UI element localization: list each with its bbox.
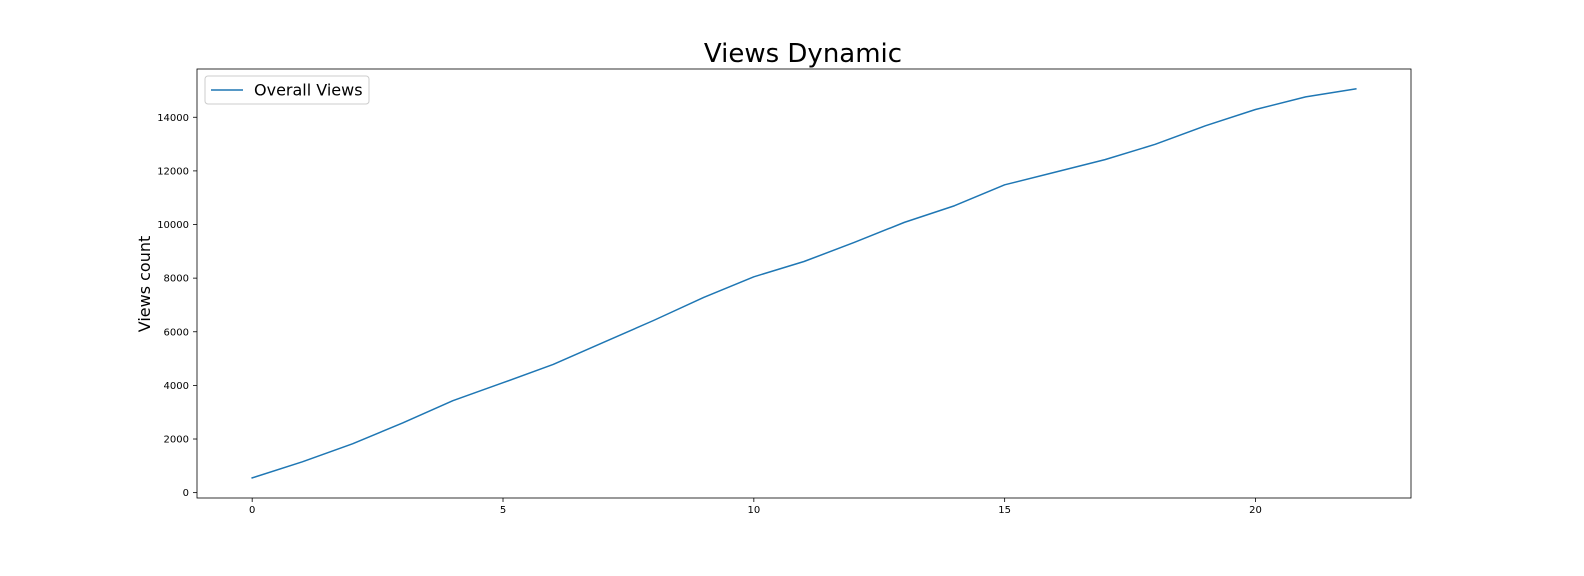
y-tick-label: 14000 <box>157 113 189 124</box>
legend-label: Overall Views <box>254 81 363 100</box>
y-tick-label: 6000 <box>164 327 189 338</box>
x-tick-label: 5 <box>500 505 506 516</box>
plot-area: 0 5 10 15 20 0 2000 4000 6000 8000 10000 12000 14000… <box>157 68 1412 516</box>
plot-frame <box>196 68 1412 499</box>
x-tick-label: 20 <box>1249 505 1262 516</box>
y-tick-label: 10000 <box>157 220 189 231</box>
x-tick-label: 15 <box>998 505 1011 516</box>
legend-box <box>204 75 370 105</box>
y-tick-label: 8000 <box>164 274 189 285</box>
series-line <box>251 87 1357 479</box>
y-tick-label: 4000 <box>164 381 189 392</box>
y-axis-label: Views count <box>135 236 154 333</box>
x-tick-label: 10 <box>747 505 760 516</box>
chart-title: Views Dynamic <box>704 39 902 69</box>
y-tick-label: 2000 <box>164 435 189 446</box>
x-tick-label: 0 <box>249 505 255 516</box>
y-tick-label: 0 <box>183 488 189 499</box>
y-tick-label: 12000 <box>157 166 189 177</box>
